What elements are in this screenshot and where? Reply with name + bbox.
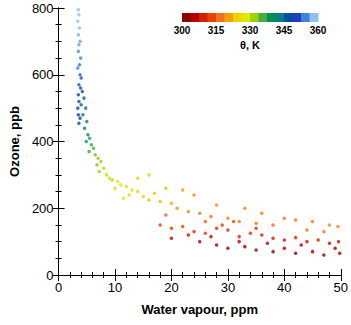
svg-text:345: 345 (276, 25, 293, 36)
svg-text:0: 0 (46, 268, 53, 283)
svg-text:20: 20 (164, 280, 178, 295)
svg-text:50: 50 (334, 280, 348, 295)
svg-text:315: 315 (208, 25, 225, 36)
svg-text:40: 40 (277, 280, 291, 295)
svg-text:200: 200 (32, 201, 54, 216)
svg-text:Ozone, ppb: Ozone, ppb (7, 106, 22, 177)
svg-text:0: 0 (55, 280, 62, 295)
svg-text:Water vapour, ppm: Water vapour, ppm (141, 302, 258, 317)
svg-text:360: 360 (310, 25, 327, 36)
svg-text:330: 330 (242, 25, 259, 36)
svg-text:30: 30 (221, 280, 235, 295)
svg-text:400: 400 (32, 134, 54, 149)
svg-text:800: 800 (32, 1, 54, 16)
svg-text:θ, K: θ, K (240, 39, 260, 51)
svg-text:600: 600 (32, 67, 54, 82)
svg-text:300: 300 (174, 25, 191, 36)
svg-text:10: 10 (108, 280, 122, 295)
